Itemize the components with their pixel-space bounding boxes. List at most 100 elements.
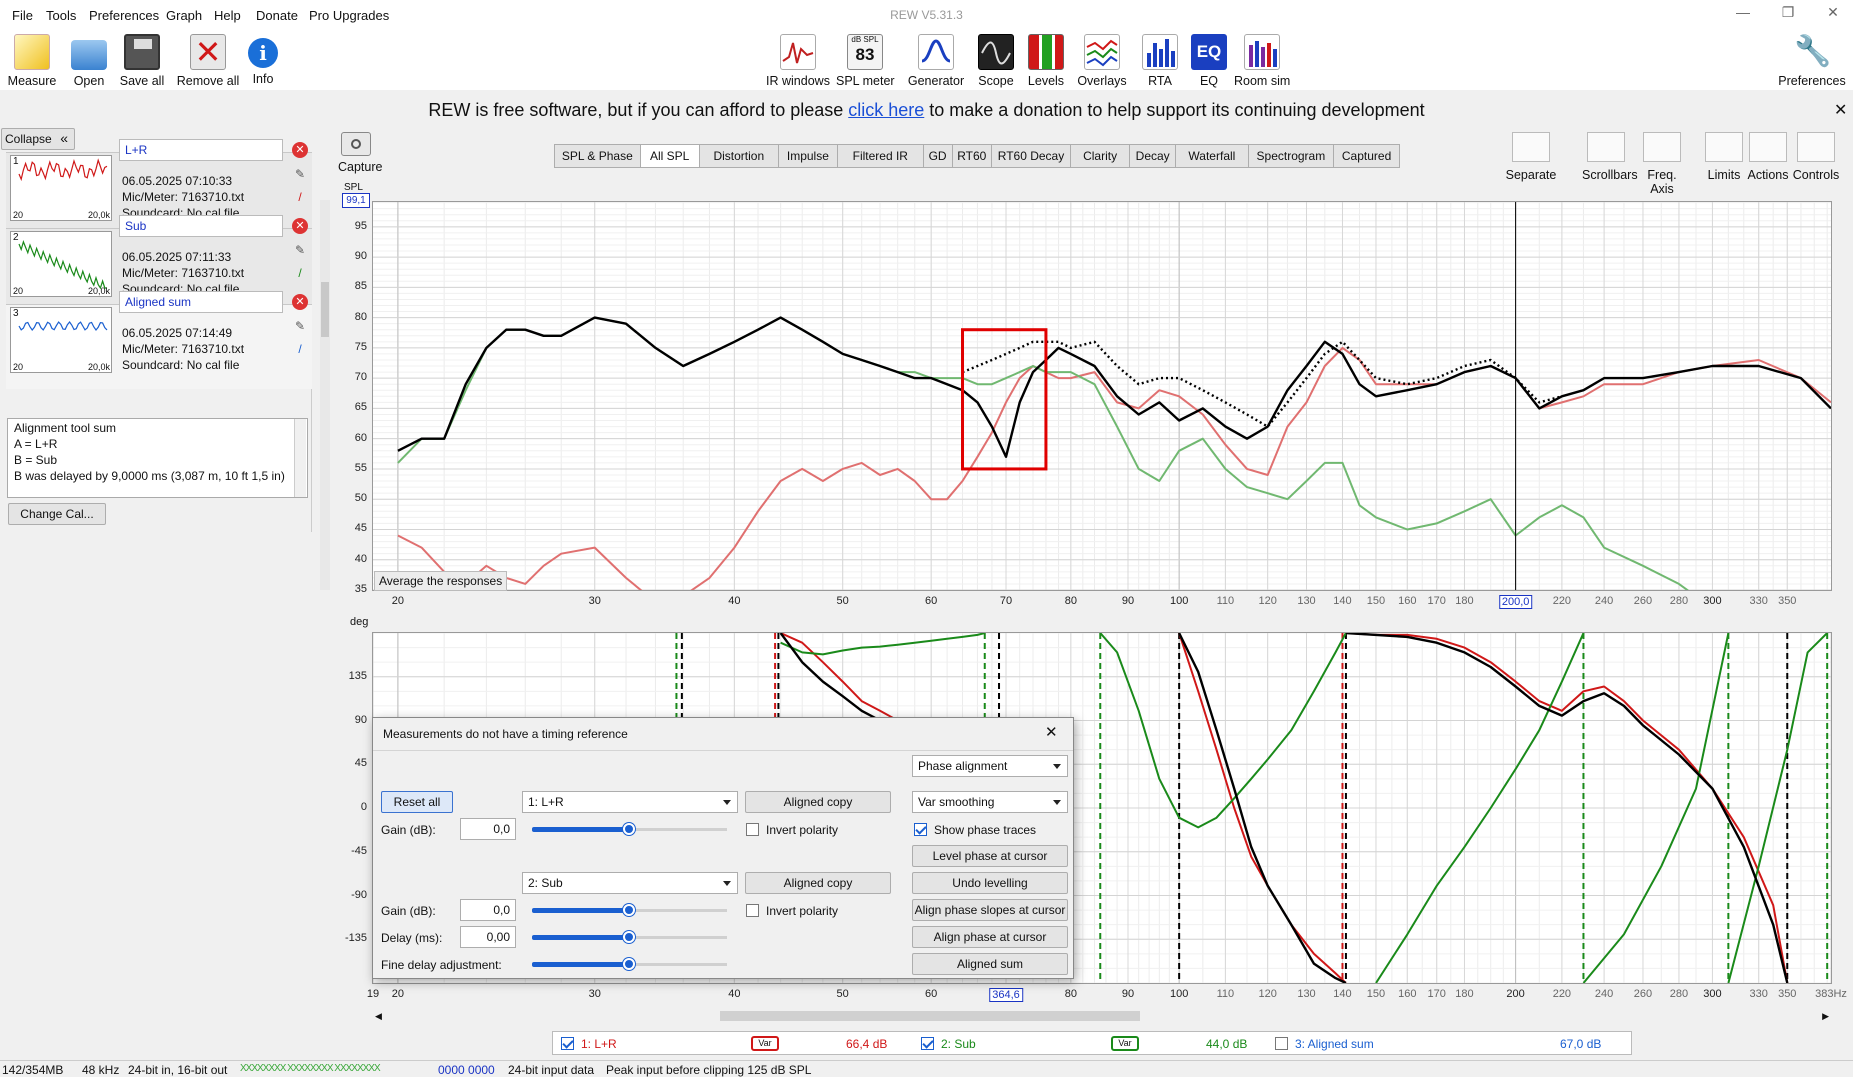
measurement-b-select[interactable]: 2: Sub xyxy=(522,872,738,894)
spl-x-tick[interactable]: 200,0 xyxy=(1498,595,1533,609)
alignment-mode-select[interactable]: Phase alignment xyxy=(912,755,1068,777)
rta-button[interactable]: RTA xyxy=(1140,34,1180,88)
measurement-thumbnail[interactable]: 2 20 20,0k xyxy=(10,231,112,297)
menu-file[interactable]: File xyxy=(12,8,33,23)
gain-a-slider[interactable] xyxy=(532,822,727,836)
spl-top-readout[interactable]: 99,1 xyxy=(342,193,370,208)
menu-tools[interactable]: Tools xyxy=(46,8,77,23)
menu-preferences[interactable]: Preferences xyxy=(89,8,160,23)
limits-button[interactable]: Limits xyxy=(1700,132,1748,182)
room-sim-button[interactable]: Room sim xyxy=(1234,34,1290,88)
tab-clarity[interactable]: Clarity xyxy=(1070,144,1131,168)
tab-rt60[interactable]: RT60 xyxy=(951,144,992,168)
invert-a-checkbox[interactable] xyxy=(746,823,759,836)
measurement-item[interactable]: Aligned sum 3 20 20,0k 06.05.2025 07:14:49 Mi… xyxy=(6,291,312,389)
show-phase-checkbox[interactable] xyxy=(914,823,927,836)
legend-checkbox-2[interactable] xyxy=(921,1037,934,1050)
trace-color-icon[interactable]: / xyxy=(298,266,302,280)
aligned-copy-b-button[interactable]: Aligned copy xyxy=(745,872,891,894)
capture-button[interactable]: Capture xyxy=(338,132,382,174)
tab-waterfall[interactable]: Waterfall xyxy=(1175,144,1249,168)
smoothing-badge[interactable]: Var xyxy=(1111,1036,1139,1051)
legend-checkbox-3[interactable] xyxy=(1275,1037,1288,1050)
save-all-button[interactable]: Save all xyxy=(118,34,166,88)
delay-input[interactable]: 0,00 xyxy=(460,926,516,948)
measurement-thumbnail[interactable]: 3 20 20,0k xyxy=(10,307,112,373)
ir-windows-button[interactable]: IR windows xyxy=(766,34,830,88)
tab-decay[interactable]: Decay xyxy=(1129,144,1177,168)
preferences-button[interactable]: 🔧 Preferences xyxy=(1778,35,1846,88)
dialog-close-icon[interactable]: ✕ xyxy=(1045,724,1058,741)
freq-axis-button[interactable]: Freq. Axis xyxy=(1638,132,1686,196)
spl-chart[interactable] xyxy=(373,202,1832,610)
legend-checkbox-1[interactable] xyxy=(561,1037,574,1050)
gain-b-input[interactable]: 0,0 xyxy=(460,899,516,921)
delay-slider[interactable] xyxy=(532,930,727,944)
delete-measurement-icon[interactable]: ✕ xyxy=(292,142,308,158)
tab-impulse[interactable]: Impulse xyxy=(777,144,838,168)
tab-captured[interactable]: Captured xyxy=(1333,144,1400,168)
measurement-name-input[interactable]: Aligned sum xyxy=(119,291,283,313)
levels-button[interactable]: Levels xyxy=(1026,34,1066,88)
change-cal-button[interactable]: Change Cal... xyxy=(8,503,106,525)
actions-button[interactable]: Actions xyxy=(1744,132,1792,182)
separate-button[interactable]: Separate xyxy=(1502,132,1560,182)
invert-b-checkbox[interactable] xyxy=(746,904,759,917)
average-responses-button[interactable]: Average the responses xyxy=(374,571,508,591)
tab-distortion[interactable]: Distortion xyxy=(698,144,779,168)
reset-all-button[interactable]: Reset all xyxy=(381,791,453,813)
fine-delay-slider[interactable] xyxy=(532,957,727,971)
measurement-notes[interactable]: Alignment tool sum A = L+R B = Sub B was… xyxy=(7,418,308,498)
open-button[interactable]: Open xyxy=(68,34,110,88)
edit-trace-icon[interactable]: ✎ xyxy=(294,167,306,181)
measurement-thumbnail[interactable]: 1 20 20,0k xyxy=(10,155,112,221)
tab-spl-phase[interactable]: SPL & Phase xyxy=(554,144,641,168)
measurement-a-select[interactable]: 1: L+R xyxy=(522,791,738,813)
tab-gd[interactable]: GD xyxy=(922,144,953,168)
smoothing-select[interactable]: Var smoothing xyxy=(912,791,1068,813)
minimize-button[interactable]: — xyxy=(1736,4,1750,20)
aligned-sum-button[interactable]: Aligned sum xyxy=(912,953,1068,975)
scope-button[interactable]: Scope xyxy=(976,34,1016,88)
menu-help[interactable]: Help xyxy=(214,8,241,23)
align-phase-button[interactable]: Align phase at cursor xyxy=(912,926,1068,948)
tab-all-spl[interactable]: All SPL xyxy=(639,144,700,168)
phase-x-tick[interactable]: 364,6 xyxy=(989,988,1023,1002)
delete-measurement-icon[interactable]: ✕ xyxy=(292,218,308,234)
gain-a-input[interactable]: 0,0 xyxy=(460,818,516,840)
overlays-button[interactable]: Overlays xyxy=(1076,34,1128,88)
measure-button[interactable]: Measure xyxy=(6,34,58,88)
undo-levelling-button[interactable]: Undo levelling xyxy=(912,872,1068,894)
notes-scrollbar[interactable] xyxy=(294,419,306,497)
close-window-button[interactable]: ✕ xyxy=(1827,4,1839,20)
measurement-name-input[interactable]: L+R xyxy=(119,139,283,161)
gear-button[interactable]: Controls xyxy=(1792,132,1840,182)
horizontal-scrollbar[interactable]: ◀ ▶ xyxy=(372,1010,1832,1022)
eq-button[interactable]: EQ EQ xyxy=(1190,34,1228,88)
trace-color-icon[interactable]: / xyxy=(298,342,302,356)
scrollbars-button[interactable]: Scrollbars xyxy=(1582,132,1638,182)
aligned-copy-a-button[interactable]: Aligned copy xyxy=(745,791,891,813)
menu-donate[interactable]: Donate xyxy=(256,8,298,23)
level-phase-button[interactable]: Level phase at cursor xyxy=(912,845,1068,867)
align-slopes-button[interactable]: Align phase slopes at cursor xyxy=(912,899,1068,921)
menu-graph[interactable]: Graph xyxy=(166,8,203,23)
measurement-name-input[interactable]: Sub xyxy=(119,215,283,237)
panel-scrollbar[interactable] xyxy=(320,200,330,590)
close-banner-icon[interactable]: ✕ xyxy=(1834,102,1848,119)
delete-measurement-icon[interactable]: ✕ xyxy=(292,294,308,310)
gain-b-slider[interactable] xyxy=(532,903,727,917)
maximize-button[interactable]: ❐ xyxy=(1781,4,1795,20)
tab-spectrogram[interactable]: Spectrogram xyxy=(1247,144,1335,168)
measurement-item[interactable]: L+R 1 20 20,0k 06.05.2025 07:10:33 Mic/Meter:… xyxy=(6,139,312,237)
edit-trace-icon[interactable]: ✎ xyxy=(294,319,306,333)
smoothing-badge[interactable]: Var xyxy=(751,1036,779,1051)
collapse-button[interactable]: Collapse « xyxy=(1,128,75,150)
donate-link[interactable]: click here xyxy=(848,100,925,120)
generator-button[interactable]: Generator xyxy=(906,34,966,88)
remove-all-button[interactable]: ✕ Remove all xyxy=(176,34,240,88)
edit-trace-icon[interactable]: ✎ xyxy=(294,243,306,257)
tab-rt60-decay[interactable]: RT60 Decay xyxy=(991,144,1071,168)
info-button[interactable]: i Info xyxy=(246,34,280,86)
menu-pro-upgrades[interactable]: Pro Upgrades xyxy=(309,8,390,23)
